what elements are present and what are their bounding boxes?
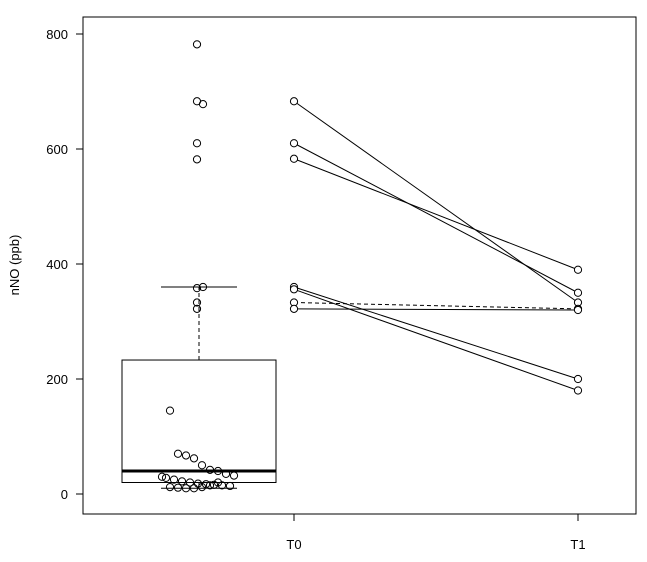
point-t1 <box>573 374 583 384</box>
point-t0 <box>289 154 299 163</box>
y-tick-label: 600 <box>46 142 68 157</box>
data-point <box>189 454 199 463</box>
data-point <box>229 471 239 480</box>
data-point <box>205 481 215 490</box>
data-point <box>173 483 183 492</box>
data-point <box>192 284 202 293</box>
x-tick-label: T1 <box>570 537 585 552</box>
data-point <box>209 480 219 489</box>
point-t0 <box>289 285 299 294</box>
paired-line <box>293 142 579 294</box>
data-point <box>225 481 235 491</box>
data-point <box>192 139 202 148</box>
data-point <box>213 466 223 476</box>
paired-line <box>293 302 579 310</box>
y-tick-label: 800 <box>46 27 68 42</box>
boxplot <box>121 286 277 489</box>
paired-line <box>293 308 579 311</box>
plot-frame <box>82 16 637 515</box>
point-t0 <box>289 304 299 313</box>
y-axis-label: nNO (ppb) <box>7 235 22 296</box>
point-t1 <box>573 288 583 297</box>
x-tick-label: T0 <box>286 537 301 552</box>
paired-line <box>293 286 579 380</box>
data-point <box>189 484 199 493</box>
point-t0 <box>289 139 299 148</box>
data-point <box>181 451 191 460</box>
data-point <box>221 469 231 478</box>
data-point <box>197 461 207 470</box>
data-point <box>198 282 208 292</box>
point-t1 <box>573 305 583 315</box>
data-point <box>161 473 171 482</box>
data-point <box>181 484 191 493</box>
point-t1 <box>573 386 583 395</box>
data-point <box>197 483 207 492</box>
data-point <box>192 155 202 164</box>
point-t0 <box>289 97 299 106</box>
data-point <box>165 483 175 492</box>
y-tick-label: 0 <box>61 487 68 502</box>
data-point <box>205 465 215 474</box>
x-axis: T0 T1 <box>286 514 586 552</box>
y-axis: 0 200 400 600 800 <box>46 27 83 502</box>
point-t1 <box>573 265 583 274</box>
paired-lines <box>289 97 583 395</box>
data-point <box>185 478 195 487</box>
paired-line <box>293 288 579 391</box>
data-point <box>192 298 202 307</box>
paired-line <box>293 100 579 303</box>
paired-line <box>293 158 579 271</box>
data-point <box>173 449 183 458</box>
data-point <box>198 100 208 109</box>
data-point <box>177 477 187 486</box>
data-point <box>213 478 223 487</box>
y-tick-label: 400 <box>46 257 68 272</box>
data-point <box>192 304 202 313</box>
data-point <box>165 406 175 415</box>
data-point <box>169 475 179 484</box>
y-tick-label: 200 <box>46 372 68 387</box>
data-point <box>192 40 202 49</box>
scatter-points <box>157 40 239 493</box>
data-point <box>157 472 167 481</box>
